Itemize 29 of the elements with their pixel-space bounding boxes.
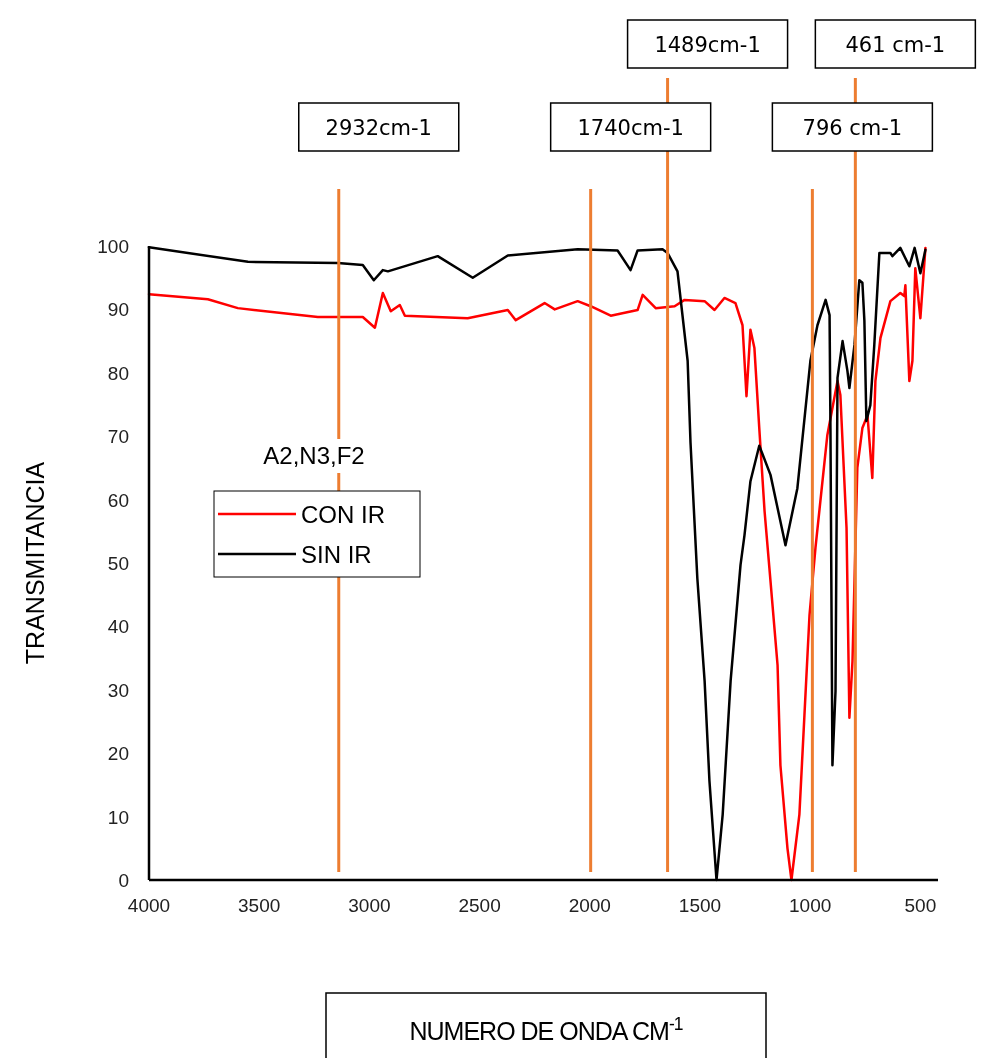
y-tick-label: 80 <box>107 362 129 384</box>
y-tick-label: 70 <box>107 426 129 448</box>
legend-title: A2,N3,F2 <box>263 442 365 469</box>
y-tick-label: 10 <box>107 806 129 828</box>
ref-line-label: 1489cm-1 <box>654 33 761 57</box>
legend-label: SIN IR <box>301 541 372 568</box>
ref-line-label: 2932cm-1 <box>325 116 432 140</box>
y-tick-label: 40 <box>107 616 129 638</box>
ref-line-label: 796 cm-1 <box>802 116 903 140</box>
x-axis-title: NUMERO DE ONDA CM$^{-1}$ <box>409 1014 683 1045</box>
y-axis-title: TRANSMITANCIA <box>21 461 49 665</box>
y-tick-label: 50 <box>107 553 129 574</box>
legend-label: CON IR <box>301 501 385 528</box>
y-tick-label: 60 <box>107 489 129 511</box>
y-tick-label: 0 <box>118 870 129 891</box>
x-tick-label: 3000 <box>348 895 391 916</box>
x-tick-label: 2000 <box>568 895 611 916</box>
y-tick-label: 30 <box>107 679 129 701</box>
x-tick-label: 500 <box>904 895 937 916</box>
x-tick-label: 1000 <box>789 895 832 916</box>
y-tick-label: 20 <box>107 743 129 765</box>
y-tick-label: 90 <box>107 299 129 321</box>
x-tick-label: 2500 <box>458 895 501 916</box>
y-tick-label: 100 <box>97 236 129 257</box>
x-tick-label: 1500 <box>678 895 722 916</box>
x-tick-label: 4000 <box>127 895 171 916</box>
ref-line-label: 461 cm-1 <box>845 33 946 57</box>
x-tick-label: 3500 <box>238 895 281 916</box>
ref-line-label: 1740cm-1 <box>577 116 684 140</box>
